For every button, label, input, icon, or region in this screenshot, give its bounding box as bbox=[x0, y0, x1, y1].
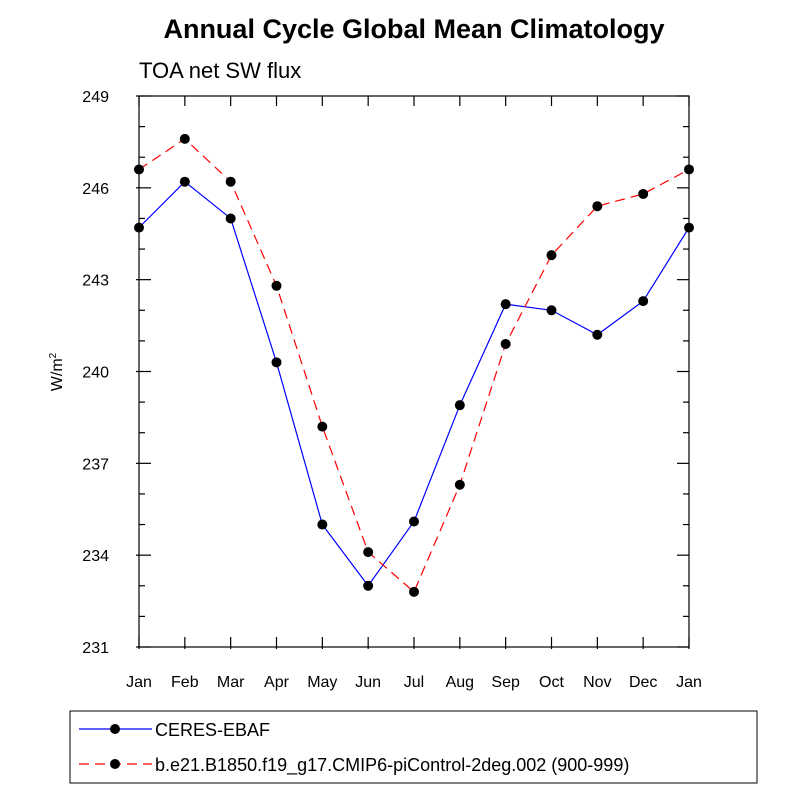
data-point bbox=[592, 201, 603, 212]
y-tick-label: 246 bbox=[82, 181, 109, 198]
data-point bbox=[134, 222, 144, 233]
data-point bbox=[134, 164, 144, 175]
x-tick-label: Jun bbox=[355, 674, 381, 691]
data-point bbox=[684, 222, 694, 233]
y-axis-label: W/m2 bbox=[48, 352, 66, 391]
data-point bbox=[638, 188, 649, 199]
data-point bbox=[454, 400, 465, 411]
x-tick-label: Nov bbox=[583, 674, 611, 691]
legend-box bbox=[69, 710, 758, 784]
y-tick-label: 243 bbox=[82, 273, 109, 290]
series-layer bbox=[134, 133, 694, 597]
data-point bbox=[179, 133, 190, 144]
legend: CERES-EBAF b.e21.B1850.f19_g17.CMIP6-piCo… bbox=[79, 720, 629, 776]
chart-title: Annual Cycle Global Mean Climatology bbox=[163, 14, 664, 44]
y-axis-label-unit: W/m bbox=[49, 358, 66, 391]
data-point bbox=[179, 176, 190, 187]
data-point bbox=[317, 519, 328, 530]
x-tick-label: Mar bbox=[217, 674, 245, 691]
y-tick-label: 249 bbox=[82, 89, 109, 106]
data-point bbox=[500, 299, 511, 310]
axis-ticks: Jan Feb Mar Apr May Jun Jul Aug Sep Oct Nov Dec Jan 2… bbox=[82, 89, 702, 691]
y-tick-label: 240 bbox=[82, 365, 109, 382]
x-tick-label: Jul bbox=[404, 674, 424, 691]
data-point bbox=[500, 338, 511, 349]
legend-label: b.e21.B1850.f19_g17.CMIP6-piControl-2deg… bbox=[155, 755, 629, 776]
x-tick-label: Oct bbox=[539, 674, 564, 691]
x-tick-label: Feb bbox=[171, 674, 199, 691]
y-tick-label: 237 bbox=[82, 456, 109, 473]
series-2 bbox=[134, 133, 694, 597]
data-point bbox=[592, 329, 603, 340]
data-point bbox=[546, 250, 557, 261]
data-point bbox=[225, 213, 236, 224]
data-point bbox=[409, 586, 419, 597]
x-tick-label: Sep bbox=[491, 674, 520, 691]
legend-marker bbox=[110, 759, 120, 769]
data-point bbox=[271, 280, 282, 291]
x-tick-label: Jan bbox=[126, 674, 152, 691]
x-tick-label: Dec bbox=[629, 674, 657, 691]
legend-marker bbox=[110, 724, 120, 734]
data-point bbox=[363, 580, 374, 591]
x-tick-label: Jan bbox=[676, 674, 702, 691]
data-point bbox=[409, 516, 419, 527]
data-point bbox=[684, 164, 694, 175]
legend-label: CERES-EBAF bbox=[155, 720, 270, 740]
chart-subtitle: TOA net SW flux bbox=[139, 58, 301, 83]
data-point bbox=[271, 357, 282, 368]
x-tick-label: May bbox=[307, 674, 337, 691]
y-axis-label-exponent: 2 bbox=[48, 352, 59, 358]
data-point bbox=[546, 305, 557, 316]
x-tick-label: Aug bbox=[446, 674, 474, 691]
data-point bbox=[638, 296, 649, 307]
x-tick-label: Apr bbox=[264, 674, 290, 691]
plot-frame bbox=[138, 95, 690, 648]
y-tick-label: 231 bbox=[82, 640, 109, 657]
data-point bbox=[225, 176, 236, 187]
data-point bbox=[363, 547, 374, 558]
data-point bbox=[454, 479, 465, 490]
series-1 bbox=[134, 176, 694, 591]
data-point bbox=[317, 421, 328, 432]
y-tick-label: 234 bbox=[82, 548, 109, 565]
